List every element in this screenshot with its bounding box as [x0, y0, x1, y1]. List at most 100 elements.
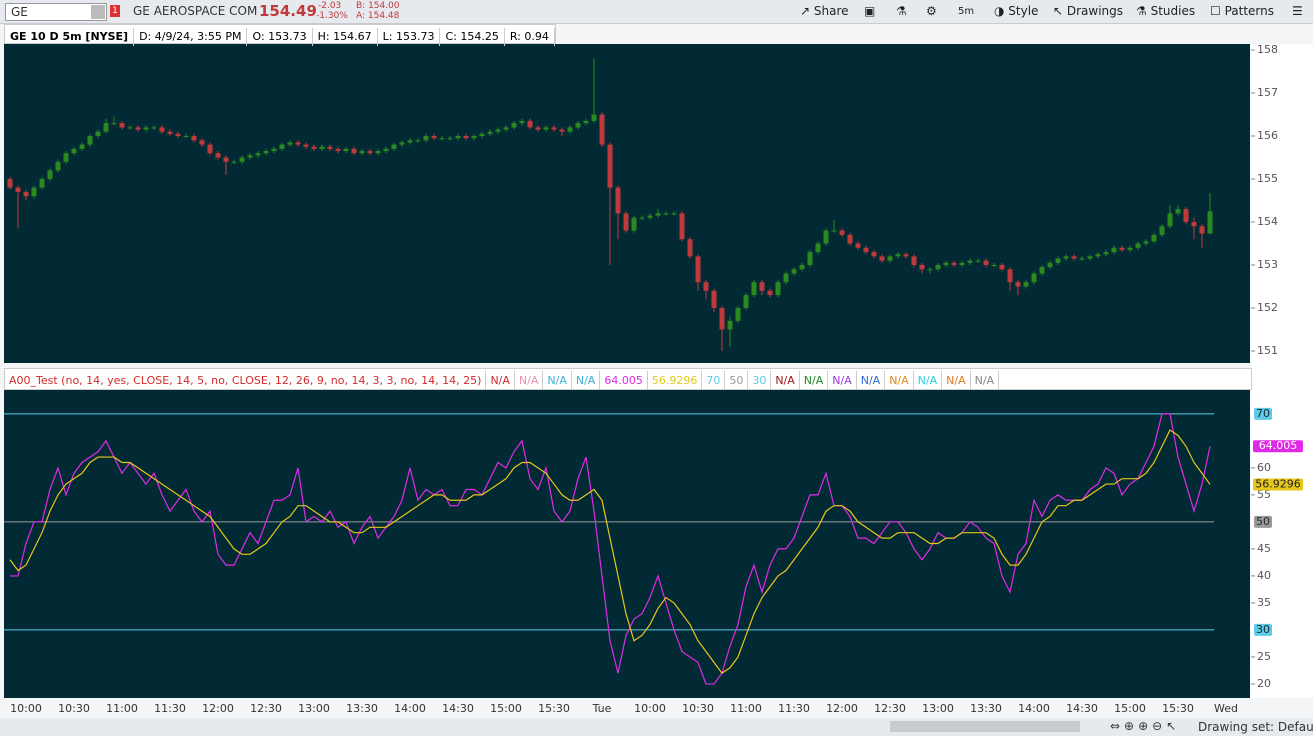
- candle-body: [1111, 247, 1117, 253]
- candle-body: [919, 264, 925, 270]
- alert-badge[interactable]: 1: [110, 5, 120, 17]
- candle-body: [175, 133, 181, 137]
- candle-body: [879, 256, 885, 261]
- y-tick-label: 35: [1257, 596, 1271, 609]
- candle-body: [1199, 226, 1205, 234]
- candle-body: [239, 157, 245, 162]
- symbol: GE: [11, 5, 28, 19]
- candle-body: [111, 123, 117, 125]
- candle-body: [983, 260, 989, 265]
- level-box: [1254, 623, 1272, 636]
- x-tick-label: 12:30: [874, 702, 906, 715]
- toolbar: GE 1 GE AEROSPACE COM 154.49 -2.03 -1.30…: [0, 0, 1313, 24]
- candle-body: [543, 127, 549, 130]
- candle-body: [583, 120, 589, 124]
- candle-body: [615, 187, 621, 214]
- symbol-input[interactable]: GE: [5, 3, 107, 21]
- level-box: [1254, 407, 1272, 420]
- candle-body: [1159, 226, 1165, 235]
- candle-body: [79, 144, 85, 149]
- menu-button[interactable]: ☰: [1292, 4, 1303, 18]
- candle-body: [199, 140, 205, 145]
- candle-body: [7, 178, 13, 188]
- x-tick-label: 14:30: [1066, 702, 1098, 715]
- y-tick-label: 153: [1257, 258, 1278, 271]
- level-box: [1254, 515, 1272, 528]
- candle-body: [247, 155, 253, 158]
- candle-body: [1207, 211, 1213, 234]
- candle-body: [951, 262, 957, 265]
- candle-body: [1087, 256, 1093, 259]
- candle-body: [303, 144, 309, 147]
- candle-body: [759, 282, 765, 291]
- x-tick-label: 10:30: [682, 702, 714, 715]
- study-legend: A00_Test (no, 14, yes, CLOSE, 14, 5, no,…: [4, 368, 1252, 390]
- candle-body: [95, 131, 101, 137]
- candle-body: [55, 161, 61, 171]
- button-label: Studies: [1150, 4, 1196, 18]
- scrollbar[interactable]: [890, 721, 1080, 732]
- patterns-button[interactable]: ☐ Patterns: [1210, 4, 1275, 18]
- x-tick-label: 12:00: [826, 702, 858, 715]
- candle-body: [415, 140, 421, 142]
- share-button[interactable]: ↗ Share: [800, 4, 849, 18]
- drawings-button[interactable]: ↖ Drawings: [1053, 4, 1124, 18]
- studies-button[interactable]: ⚗ Studies: [1136, 4, 1196, 18]
- button-label: Drawings: [1066, 4, 1124, 18]
- study-panel: [4, 389, 1250, 698]
- candle-body: [663, 213, 669, 215]
- button-label: 5m: [958, 6, 975, 17]
- button-label: Style: [1008, 4, 1039, 18]
- button-label: Patterns: [1224, 4, 1275, 18]
- last-price: 154.49: [259, 2, 317, 20]
- x-tick-label: Wed: [1214, 702, 1238, 715]
- candle-body: [391, 144, 397, 149]
- bid: B: 154.00: [356, 1, 400, 11]
- candle-body: [495, 129, 501, 132]
- candle-body: [743, 295, 749, 308]
- candle-body: [863, 247, 869, 253]
- candle-body: [631, 217, 637, 231]
- candle-body: [647, 215, 653, 218]
- legend-value: 56.9296: [648, 371, 703, 390]
- candle-body: [535, 127, 541, 130]
- candle-body: [47, 170, 53, 179]
- candle-body: [343, 148, 349, 152]
- candle-body: [727, 320, 733, 330]
- candle-body: [503, 127, 509, 130]
- candle-body: [319, 146, 325, 149]
- camera-button[interactable]: ▣: [864, 4, 876, 18]
- candle-body: [1095, 254, 1101, 257]
- timeframe-button[interactable]: 5m: [958, 6, 974, 17]
- ask: A: 154.48: [356, 11, 400, 21]
- legend-item: N/A: [515, 371, 544, 390]
- candle-body: [471, 136, 477, 139]
- candle-body: [567, 127, 573, 132]
- candle-body: [327, 146, 333, 149]
- series-line: [10, 413, 1211, 685]
- button-label: Share: [813, 4, 849, 18]
- candle-body: [1063, 256, 1069, 259]
- candle-body: [1143, 241, 1149, 244]
- y-tick-label: 25: [1257, 650, 1271, 663]
- drawing-set: Drawing set: Default: [1198, 720, 1313, 734]
- candle-body: [871, 252, 877, 257]
- style-button[interactable]: ◑ Style: [994, 4, 1039, 18]
- last-value-label: 56.9296: [1255, 477, 1301, 490]
- settings-button[interactable]: ⚙: [926, 4, 937, 18]
- x-tick-label: 15:00: [490, 702, 522, 715]
- info-cell: O: 153.73: [247, 28, 313, 46]
- level-label: 30: [1256, 623, 1270, 636]
- candle-body: [407, 140, 413, 143]
- flask-button[interactable]: ⚗: [896, 4, 907, 18]
- zoom-controls[interactable]: ⇔⊕⊕⊖↖: [1110, 719, 1181, 733]
- candle-body: [679, 213, 685, 240]
- candle-body: [823, 230, 829, 244]
- candle-body: [1175, 209, 1181, 214]
- candle-body: [359, 151, 365, 154]
- x-tick-label: 14:00: [394, 702, 426, 715]
- dropdown[interactable]: [91, 5, 105, 19]
- candle-body: [479, 133, 485, 137]
- candle-body: [959, 262, 965, 265]
